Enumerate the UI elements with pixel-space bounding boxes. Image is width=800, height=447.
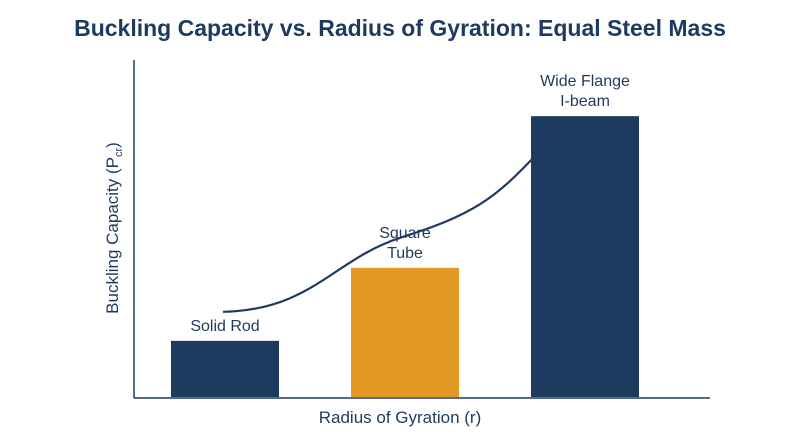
- y-axis-label-subscript: cr: [113, 148, 125, 158]
- bar-label-2-line-0: Wide Flange: [540, 73, 630, 90]
- bar-label-0-line-0: Solid Rod: [190, 318, 259, 335]
- bar-label-2-line-1: I-beam: [560, 93, 610, 110]
- y-axis-label: Buckling Capacity (Pcr): [103, 142, 125, 314]
- bar-0: [171, 340, 279, 397]
- bar-1: [351, 267, 459, 397]
- bar-label-1-line-0: Square: [379, 225, 431, 242]
- bar-2: [531, 116, 639, 398]
- bar-label-1-line-1: Tube: [387, 245, 423, 262]
- bars-group: [171, 116, 639, 398]
- y-axis-label-main: Buckling Capacity (P: [103, 157, 122, 314]
- x-axis-label: Radius of Gyration (r): [319, 408, 482, 427]
- bar-labels-group: Solid Rod Square Tube Wide Flange I-beam: [190, 73, 630, 335]
- chart-title: Buckling Capacity vs. Radius of Gyration…: [74, 15, 726, 41]
- trend-curve: [222, 157, 534, 313]
- y-axis-label-close: ): [103, 142, 122, 148]
